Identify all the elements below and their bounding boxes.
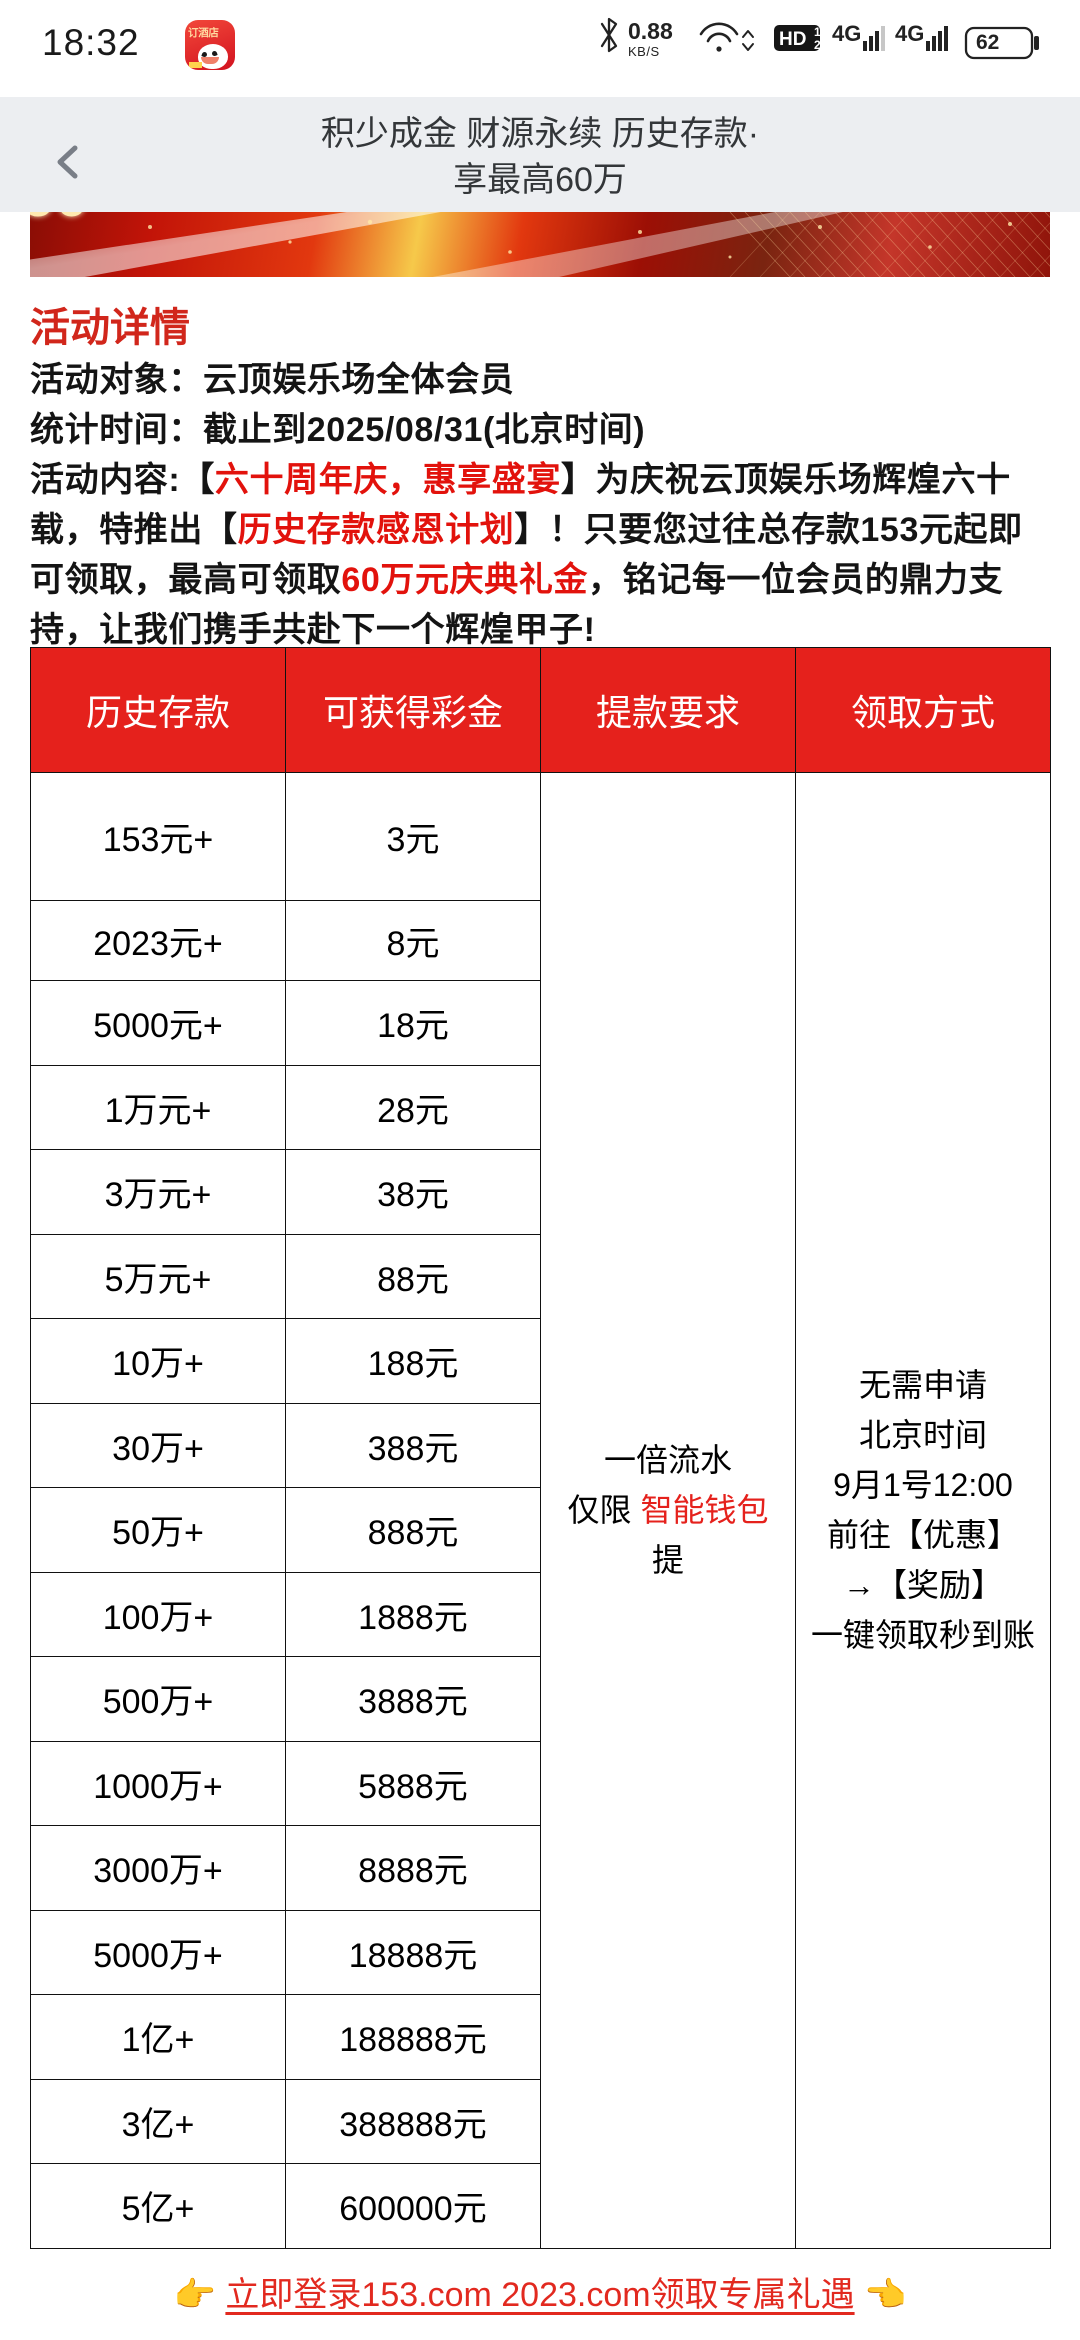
svg-text:0.88: 0.88: [628, 18, 673, 44]
svg-text:1: 1: [814, 25, 821, 39]
svg-text:62: 62: [976, 31, 999, 54]
svg-text:KB/S: KB/S: [628, 44, 660, 59]
svg-text:HD: HD: [779, 29, 806, 50]
svg-text:2: 2: [814, 38, 821, 52]
svg-text:4G: 4G: [895, 21, 924, 46]
svg-text:4G: 4G: [832, 21, 861, 46]
